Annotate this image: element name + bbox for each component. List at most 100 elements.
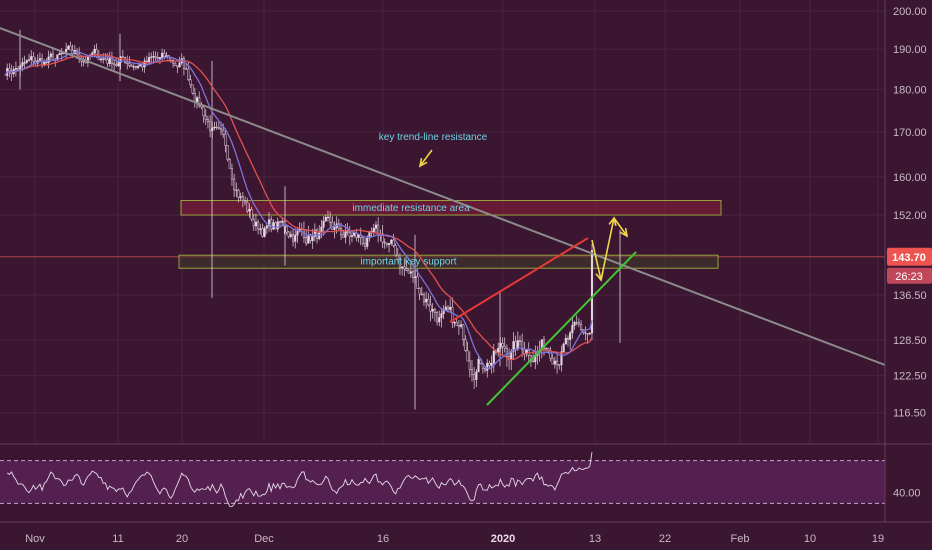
candle-body <box>154 56 157 58</box>
y-tick-label: 122.50 <box>893 370 927 382</box>
candle-body <box>305 237 308 244</box>
candle-body <box>161 52 164 58</box>
candle-body <box>243 200 247 203</box>
rising-channel-top-line[interactable] <box>449 237 589 323</box>
rsi-line <box>6 452 593 508</box>
candle-body <box>569 332 572 340</box>
candle-body <box>69 45 72 51</box>
candle-body <box>556 360 559 365</box>
candle-body <box>117 62 120 66</box>
candle-body <box>562 343 565 352</box>
candle-body <box>291 234 295 242</box>
candle-body <box>185 68 188 70</box>
candle-body <box>126 62 129 64</box>
descending-trend-line[interactable] <box>0 27 886 366</box>
candle-body <box>141 63 144 68</box>
candle-body <box>287 231 290 237</box>
candle-body <box>477 359 480 373</box>
candle-body <box>545 347 548 350</box>
x-tick-label: 19 <box>872 533 884 545</box>
candle-body <box>346 231 349 233</box>
candle-body <box>492 350 495 364</box>
candle-body <box>137 65 140 68</box>
candle-body <box>394 245 397 256</box>
y-tick-label: 160.00 <box>893 172 927 184</box>
candle-body <box>202 106 205 117</box>
candle-body <box>449 306 452 310</box>
candle-body <box>237 190 240 198</box>
candle-body <box>209 121 212 131</box>
candle-body <box>174 62 177 66</box>
candle-body <box>324 216 327 222</box>
countdown-value: 26:23 <box>895 271 923 283</box>
x-tick-label: 20 <box>176 533 188 545</box>
candle-body <box>468 360 471 370</box>
candle-body <box>462 324 465 340</box>
candle-body <box>115 64 118 66</box>
candle-body <box>329 216 332 223</box>
candle-body <box>331 222 334 230</box>
trend-lines[interactable] <box>0 27 886 406</box>
x-tick-label: Dec <box>254 533 274 545</box>
projection-arrow-segment <box>591 239 602 281</box>
candle-body <box>344 231 347 238</box>
candle-body <box>294 234 297 242</box>
zone-box <box>178 254 719 269</box>
y-tick-label: 190.00 <box>893 44 927 56</box>
grid <box>0 0 885 522</box>
candle-body <box>23 62 26 64</box>
candle-body <box>27 59 31 61</box>
candle-body <box>178 62 181 68</box>
candle-body <box>263 227 266 237</box>
candle-body <box>484 367 487 371</box>
candle-body <box>571 325 574 334</box>
candle-body <box>377 224 380 235</box>
candle-body <box>82 60 85 63</box>
candle-body <box>49 53 52 58</box>
moving-average-line <box>4 54 593 361</box>
candle-body <box>501 343 504 347</box>
candle-body <box>374 224 378 229</box>
rising-channel-bottom-line[interactable] <box>486 251 637 406</box>
candle-body <box>340 228 343 236</box>
candle-body <box>296 231 299 236</box>
candle-body <box>171 60 175 64</box>
candle-body <box>564 337 567 345</box>
candle-body <box>145 60 148 63</box>
x-tick-label: 10 <box>804 533 816 545</box>
candle-body <box>17 68 20 71</box>
y-tick-label: 136.50 <box>893 290 927 302</box>
candle-body <box>270 219 273 230</box>
candle-body <box>272 222 275 230</box>
candle-body <box>250 209 253 220</box>
candle-body <box>281 220 284 223</box>
candle-body <box>219 128 223 131</box>
candle-body <box>106 59 109 64</box>
candle-body <box>575 322 578 324</box>
last-price-value: 143.70 <box>892 252 926 264</box>
candle-body <box>128 62 131 66</box>
candle-body <box>143 60 146 68</box>
projection-arrow-segment <box>600 217 615 281</box>
candle-body <box>512 341 515 352</box>
candle-body <box>586 333 589 335</box>
candle-body <box>364 243 367 247</box>
x-tick-label: 22 <box>659 533 671 545</box>
projection-arrow-head <box>619 227 629 238</box>
candle-body <box>230 168 233 180</box>
candle-body <box>224 134 227 146</box>
last-price-badge <box>887 247 932 266</box>
candle-body <box>60 52 63 54</box>
annotations: immediate resistance area important key s… <box>352 132 487 268</box>
candle-body <box>451 306 454 323</box>
candle-body <box>405 268 408 271</box>
candle-body <box>121 56 124 58</box>
projection-arrow-head <box>418 157 428 168</box>
candle-body <box>337 223 340 229</box>
candle-body <box>446 306 450 310</box>
candle-body <box>278 221 282 223</box>
candle-body <box>420 293 423 296</box>
candle-body <box>241 196 244 201</box>
